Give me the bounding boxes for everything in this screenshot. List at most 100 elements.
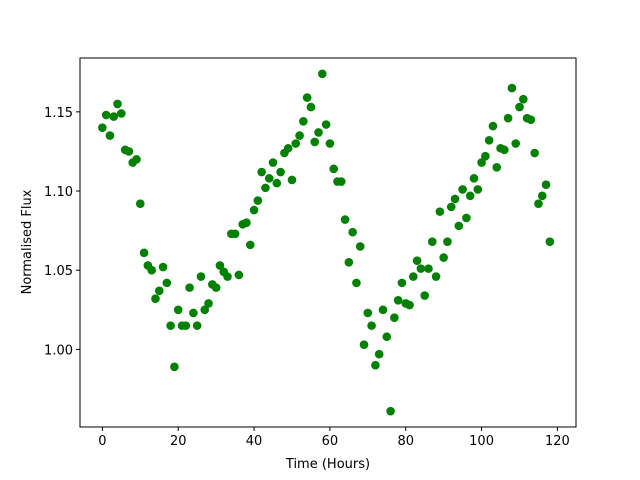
- point: [465, 191, 475, 201]
- y-tick-label: 1.15: [44, 106, 73, 121]
- point: [446, 202, 456, 212]
- point: [454, 221, 464, 231]
- point: [507, 83, 517, 93]
- point: [321, 120, 331, 129]
- point: [173, 305, 183, 315]
- point: [249, 205, 259, 215]
- point: [272, 178, 282, 188]
- point: [196, 272, 206, 281]
- point: [352, 278, 361, 288]
- point: [462, 213, 471, 223]
- point: [234, 270, 244, 280]
- point: [223, 272, 232, 281]
- point: [409, 272, 418, 281]
- point: [291, 139, 301, 148]
- point: [511, 139, 521, 148]
- point: [215, 261, 225, 270]
- point: [181, 321, 191, 330]
- point: [189, 308, 198, 318]
- point: [397, 278, 407, 288]
- point: [185, 283, 194, 292]
- point: [420, 291, 429, 300]
- x-tick-label: 80: [397, 434, 414, 449]
- point: [530, 148, 539, 158]
- point: [367, 321, 376, 330]
- point: [139, 248, 149, 258]
- point: [151, 294, 160, 304]
- point: [355, 242, 365, 251]
- point: [295, 131, 304, 140]
- point: [147, 265, 156, 275]
- point: [374, 349, 384, 359]
- point: [518, 94, 528, 104]
- point: [158, 262, 168, 272]
- point: [336, 177, 346, 186]
- point: [264, 174, 274, 183]
- point: [412, 256, 422, 266]
- point: [101, 110, 111, 120]
- point: [393, 296, 403, 305]
- point: [325, 139, 335, 148]
- point: [170, 362, 179, 372]
- point: [431, 272, 441, 281]
- x-tick-label: 60: [322, 434, 339, 449]
- point: [200, 305, 210, 315]
- point: [458, 185, 467, 194]
- point: [492, 162, 502, 172]
- point: [427, 237, 437, 247]
- plot-frame: [79, 57, 577, 428]
- point: [245, 240, 255, 250]
- point: [105, 131, 115, 140]
- point: [124, 147, 134, 156]
- point: [416, 264, 426, 273]
- x-tick-label: 120: [545, 434, 570, 449]
- point: [469, 174, 479, 183]
- point: [310, 137, 320, 147]
- point: [117, 109, 126, 118]
- point: [424, 264, 433, 273]
- point: [515, 102, 524, 112]
- point: [484, 136, 494, 145]
- y-tick-label: 1.00: [44, 343, 73, 358]
- point: [386, 406, 395, 416]
- point: [390, 313, 399, 323]
- point: [299, 117, 308, 126]
- x-axis-label: Time (Hours): [285, 457, 370, 472]
- point: [488, 121, 498, 131]
- x-tick-label: 100: [469, 434, 494, 449]
- point: [443, 237, 452, 247]
- point: [257, 167, 266, 177]
- point: [204, 299, 213, 308]
- x-tick-label: 20: [170, 434, 187, 449]
- y-tick-label: 1.05: [44, 264, 73, 279]
- point: [318, 69, 327, 79]
- point: [340, 215, 350, 224]
- y-tick-label: 1.10: [44, 185, 73, 200]
- point: [135, 199, 145, 208]
- point: [500, 145, 509, 155]
- point: [314, 128, 323, 137]
- point: [477, 158, 486, 167]
- point: [283, 143, 293, 153]
- point: [230, 229, 240, 239]
- point: [537, 191, 547, 201]
- x-tick-label: 40: [246, 434, 263, 449]
- x-tick-label: 0: [98, 434, 106, 449]
- point: [192, 321, 202, 330]
- point: [526, 115, 536, 125]
- point: [359, 340, 369, 349]
- point: [329, 164, 338, 174]
- point: [541, 180, 551, 189]
- point: [450, 194, 460, 204]
- point: [481, 151, 490, 161]
- point: [363, 308, 373, 318]
- point: [534, 199, 543, 208]
- point: [154, 286, 164, 296]
- point: [378, 305, 388, 315]
- point: [503, 113, 513, 123]
- point: [109, 112, 119, 121]
- point: [306, 102, 316, 112]
- point: [132, 155, 141, 164]
- point: [261, 183, 270, 193]
- point: [98, 123, 107, 132]
